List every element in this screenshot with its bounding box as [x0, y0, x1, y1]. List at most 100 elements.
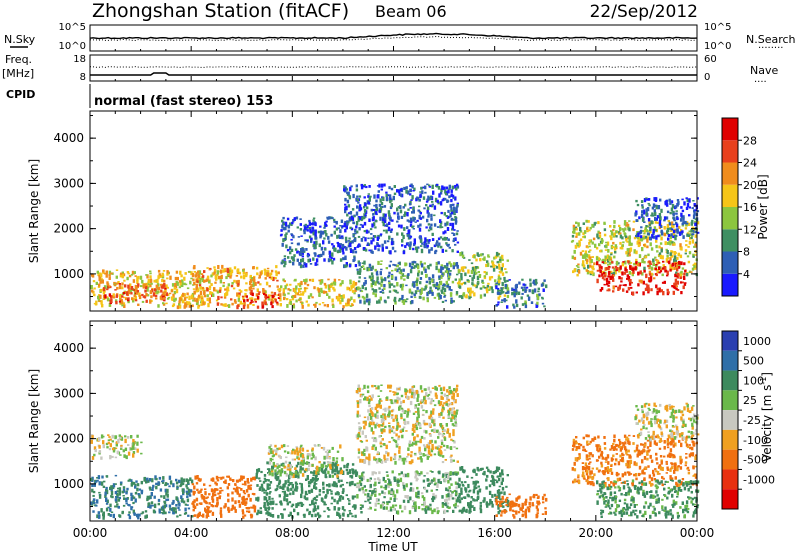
- heatmap-cell: [136, 279, 139, 284]
- heatmap-cell: [676, 217, 679, 220]
- heatmap-cell: [599, 270, 602, 274]
- heatmap-cell: [374, 508, 377, 511]
- heatmap-cell: [667, 291, 670, 294]
- heatmap-cell: [603, 223, 606, 225]
- heatmap-cell: [210, 478, 213, 482]
- heatmap-cell: [612, 278, 615, 282]
- heatmap-cell: [339, 229, 342, 234]
- heatmap-cell: [389, 497, 392, 501]
- heatmap-cell: [497, 301, 500, 304]
- heatmap-cell: [147, 278, 150, 284]
- heatmap-cell: [419, 455, 422, 460]
- heatmap-cell: [449, 270, 452, 272]
- heatmap-cell: [398, 450, 401, 454]
- heatmap-cell: [298, 294, 301, 296]
- heatmap-cell: [483, 256, 486, 261]
- heatmap-cell: [312, 243, 315, 248]
- heatmap-cell: [455, 232, 459, 236]
- heatmap-cell: [637, 283, 640, 287]
- heatmap-cell: [329, 466, 332, 470]
- heatmap-cell: [388, 235, 391, 240]
- heatmap-cell: [117, 439, 120, 444]
- heatmap-cell: [136, 487, 139, 492]
- heatmap-cell: [350, 215, 354, 219]
- heatmap-cell: [287, 229, 290, 233]
- heatmap-cell: [341, 225, 345, 228]
- heatmap-cell: [336, 295, 339, 299]
- heatmap-cell: [311, 296, 314, 299]
- heatmap-cell: [374, 226, 377, 229]
- heatmap-cell: [175, 478, 178, 482]
- heatmap-cell: [92, 280, 96, 283]
- heatmap-cell: [93, 502, 96, 504]
- heatmap-cell: [445, 280, 448, 285]
- heatmap-cell: [364, 493, 367, 496]
- heatmap-cell: [313, 485, 316, 489]
- heatmap-cell: [639, 229, 643, 234]
- heatmap-cell: [387, 452, 390, 455]
- heatmap-cell: [184, 283, 188, 286]
- heatmap-cell: [245, 489, 249, 493]
- heatmap-cell: [370, 233, 373, 235]
- heatmap-cell: [399, 193, 403, 197]
- heatmap-cell: [130, 435, 133, 439]
- heatmap-cell: [414, 508, 417, 512]
- heatmap-cell: [501, 258, 504, 261]
- heatmap-cell: [327, 258, 331, 263]
- heatmap-cell: [224, 288, 227, 291]
- heatmap-cell: [354, 282, 358, 285]
- heatmap-cell: [500, 301, 503, 303]
- heatmap-cell: [626, 278, 629, 280]
- heatmap-cell: [303, 263, 307, 266]
- heatmap-cell: [668, 241, 671, 245]
- heatmap-cell: [450, 407, 453, 411]
- heatmap-cell: [446, 215, 450, 219]
- heatmap-cell: [223, 268, 227, 272]
- heatmap-cell: [271, 507, 274, 510]
- heatmap-cell: [648, 277, 651, 282]
- heatmap-cell: [242, 269, 245, 272]
- heatmap-cell: [652, 264, 655, 266]
- heatmap-cell: [443, 212, 446, 216]
- heatmap-cell: [338, 293, 341, 297]
- power-data: [90, 183, 700, 310]
- heatmap-cell: [406, 298, 409, 300]
- heatmap-cell: [396, 396, 399, 401]
- heatmap-cell: [244, 483, 247, 486]
- heatmap-cell: [432, 493, 435, 498]
- heatmap-cell: [411, 459, 414, 463]
- heatmap-cell: [347, 244, 351, 248]
- heatmap-cell: [272, 276, 275, 282]
- heatmap-cell: [265, 492, 269, 496]
- heatmap-cell: [669, 264, 672, 269]
- heatmap-cell: [197, 297, 200, 301]
- heatmap-cell: [358, 429, 361, 432]
- heatmap-cell: [114, 435, 118, 439]
- heatmap-cell: [102, 287, 106, 292]
- heatmap-cell: [169, 507, 172, 511]
- heatmap-cell: [346, 220, 349, 224]
- heatmap-cell: [154, 279, 158, 283]
- heatmap-cell: [354, 469, 357, 473]
- heatmap-cell: [246, 298, 249, 302]
- heatmap-cell: [111, 440, 114, 443]
- heatmap-cell: [412, 190, 415, 192]
- heatmap-cell: [417, 290, 420, 292]
- heatmap-cell: [418, 210, 422, 213]
- heatmap-cell: [402, 460, 406, 465]
- heatmap-cell: [323, 237, 326, 240]
- heatmap-cell: [451, 280, 455, 284]
- heatmap-cell: [373, 490, 376, 493]
- heatmap-cell: [102, 294, 106, 298]
- heatmap-cell: [325, 233, 328, 237]
- heatmap-cell: [697, 231, 700, 234]
- heatmap-cell: [323, 227, 326, 229]
- heatmap-cell: [447, 479, 450, 484]
- heatmap-cell: [227, 483, 231, 486]
- heatmap-cell: [330, 492, 333, 495]
- heatmap-cell: [144, 510, 148, 513]
- heatmap-cell: [286, 467, 290, 471]
- heatmap-cell: [263, 496, 266, 501]
- heatmap-cell: [388, 271, 391, 275]
- heatmap-cell: [680, 216, 684, 219]
